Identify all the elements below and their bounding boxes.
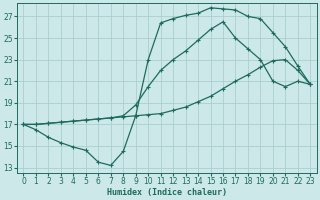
X-axis label: Humidex (Indice chaleur): Humidex (Indice chaleur) (107, 188, 227, 197)
